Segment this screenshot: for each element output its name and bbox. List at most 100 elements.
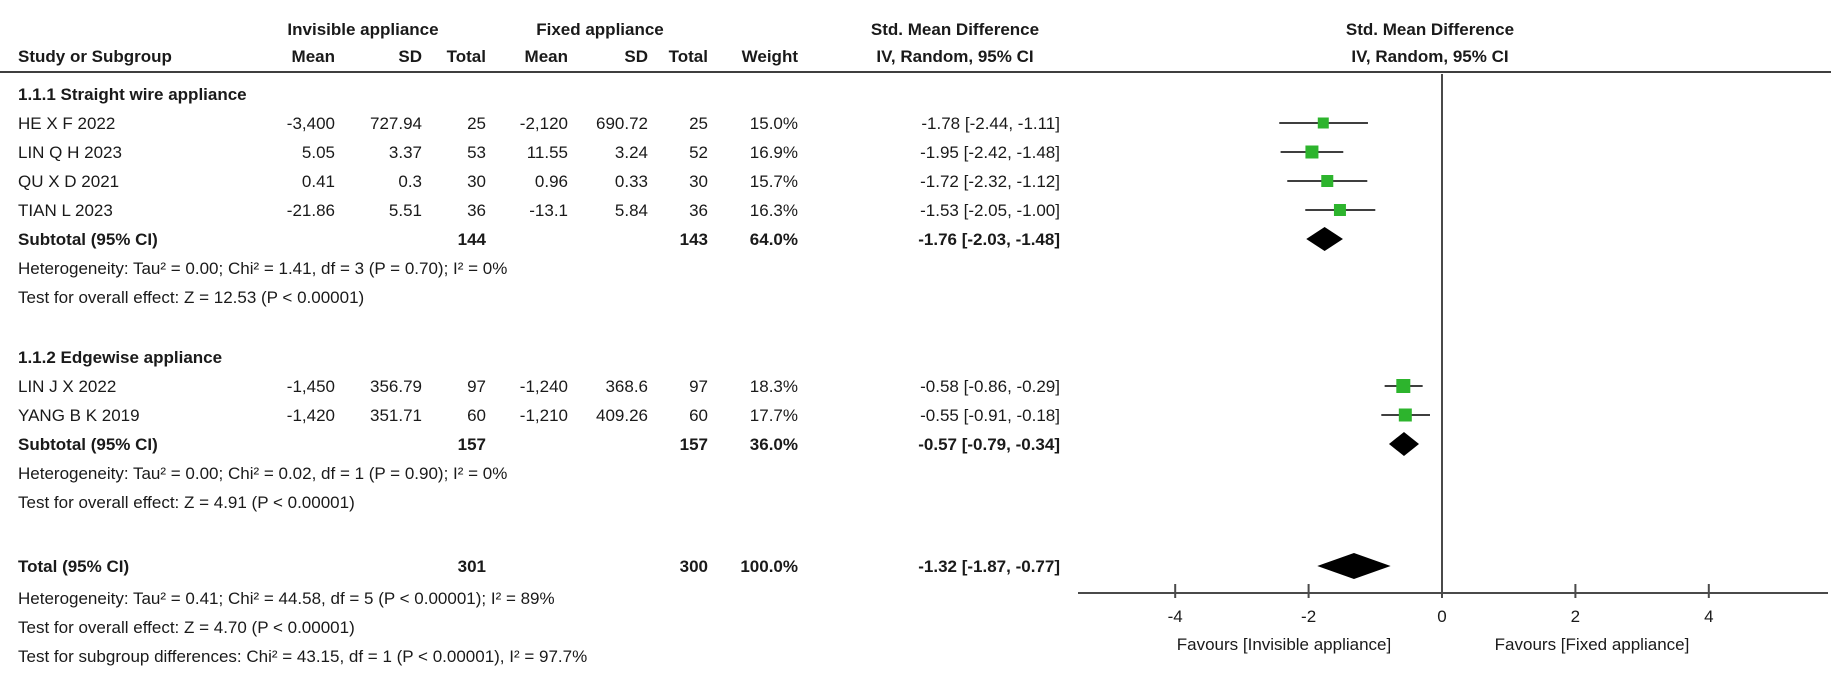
plot-title: Std. Mean Difference [1345, 20, 1515, 39]
table-row: Heterogeneity: Tau² = 0.00; Chi² = 0.02,… [0, 459, 1831, 488]
subtotal-ci_text: -1.76 [-2.03, -1.48] [918, 230, 1060, 249]
mean2-cell: -13.1 [529, 201, 568, 220]
study-name: HE X F 2022 [18, 114, 116, 133]
table-row: 1.1.1 Straight wire appliance [0, 80, 1831, 109]
total-ci_text: -1.32 [-1.87, -0.77] [918, 557, 1060, 576]
weight-cell: 15.0% [749, 114, 798, 133]
table-row: Subtotal (95% CI) 157 157 36.0% -0.57 [-0.79… [0, 430, 1831, 459]
sd1-cell: 0.3 [398, 172, 422, 191]
sd1-cell: 351.71 [370, 406, 422, 425]
total1-header: Total [446, 47, 486, 66]
subtotal-diamond [1306, 227, 1343, 251]
mean1-cell: -21.86 [286, 201, 335, 220]
total1-cell: 53 [467, 143, 486, 162]
total-weight: 100.0% [740, 557, 798, 576]
study-column-header: Study or Subgroup [18, 47, 172, 66]
sd1-cell: 356.79 [370, 377, 422, 396]
effect-square [1333, 204, 1346, 216]
sd2-cell: 690.72 [596, 114, 648, 133]
mean2-cell: 11.55 [526, 143, 568, 162]
mean1-header: Mean [291, 47, 335, 66]
total2-cell: 25 [689, 114, 708, 133]
total1-cell: 60 [467, 406, 486, 425]
effect-square [1317, 117, 1329, 129]
table-row: Total (95% CI) 301 300 100.0% -1.32 [-1.87, … [0, 552, 1831, 581]
table-row: LIN J X 2022 -1,450 356.79 97 -1,240 368.6 97 1… [0, 372, 1831, 401]
weight-cell: 15.7% [749, 172, 798, 191]
total-label: Total (95% CI) [18, 557, 130, 576]
tick-label: -2 [1301, 607, 1316, 626]
tick-label: 0 [1437, 607, 1446, 626]
sd2-cell: 3.24 [614, 143, 648, 162]
subtotal-total2: 157 [679, 435, 708, 454]
ci_text-cell: -1.95 [-2.42, -1.48] [920, 143, 1060, 162]
total-total1: 301 [457, 557, 486, 576]
heterogeneity-text: Heterogeneity: Tau² = 0.00; Chi² = 1.41,… [18, 259, 508, 278]
table-row: Test for overall effect: Z = 4.70 (P < 0… [0, 613, 1831, 642]
table-row: Test for overall effect: Z = 12.53 (P < … [0, 283, 1831, 312]
table-row: Heterogeneity: Tau² = 0.41; Chi² = 44.58… [0, 584, 1831, 613]
subtotal-ci_text: -0.57 [-0.79, -0.34] [918, 435, 1060, 454]
favours-left-label: Favours [Invisible appliance] [1177, 635, 1392, 654]
total1-cell: 36 [467, 201, 486, 220]
total2-cell: 36 [689, 201, 708, 220]
table-row: Heterogeneity: Tau² = 0.00; Chi² = 1.41,… [0, 254, 1831, 283]
sd1-cell: 5.51 [388, 201, 422, 220]
tick-label: -4 [1168, 607, 1183, 626]
tick-label: 2 [1571, 607, 1580, 626]
study-name: LIN J X 2022 [18, 377, 117, 396]
mean2-header: Mean [524, 47, 568, 66]
group2-header: Fixed appliance [536, 20, 664, 39]
sd1-cell: 3.37 [388, 143, 422, 162]
subtotal-weight: 36.0% [749, 435, 798, 454]
overall-effect-text: Test for overall effect: Z = 12.53 (P < … [18, 288, 365, 307]
footer-overall_effect: Test for overall effect: Z = 4.70 (P < 0… [18, 618, 355, 637]
study-name: TIAN L 2023 [18, 201, 113, 220]
table-row: QU X D 2021 0.41 0.3 30 0.96 0.33 30 15.7% -1.72… [0, 167, 1831, 196]
plot-subheader: IV, Random, 95% CI [1351, 47, 1509, 66]
group1-header: Invisible appliance [287, 20, 439, 39]
table-row: Subtotal (95% CI) 144 143 64.0% -1.76 [-2.03… [0, 225, 1831, 254]
subtotal-total1: 157 [457, 435, 486, 454]
mean2-cell: 0.96 [534, 172, 568, 191]
subgroup-title: 1.1.2 Edgewise appliance [18, 348, 223, 367]
study-name: LIN Q H 2023 [18, 143, 122, 162]
total2-cell: 97 [689, 377, 708, 396]
effect-column-subheader: IV, Random, 95% CI [876, 47, 1034, 66]
mean1-cell: -1,450 [286, 377, 335, 396]
sd1-cell: 727.94 [370, 114, 422, 133]
table-row: YANG B K 2019 -1,420 351.71 60 -1,210 409.26 6… [0, 401, 1831, 430]
total-diamond [1317, 553, 1391, 579]
tick-label: 4 [1704, 607, 1713, 626]
weight-cell: 16.9% [749, 143, 798, 162]
subgroup-title: 1.1.1 Straight wire appliance [18, 85, 247, 104]
ci_text-cell: -0.55 [-0.91, -0.18] [920, 406, 1060, 425]
overall-effect-text: Test for overall effect: Z = 4.91 (P < 0… [18, 493, 355, 512]
table-row: Test for subgroup differences: Chi² = 43… [0, 642, 1831, 671]
table-row: HE X F 2022 -3,400 727.94 25 -2,120 690.72 25 1… [0, 109, 1831, 138]
study-name: YANG B K 2019 [18, 406, 140, 425]
heterogeneity-text: Heterogeneity: Tau² = 0.00; Chi² = 0.02,… [18, 464, 508, 483]
total1-cell: 25 [467, 114, 486, 133]
total2-cell: 30 [689, 172, 708, 191]
subtotal-weight: 64.0% [749, 230, 798, 249]
total1-cell: 30 [467, 172, 486, 191]
sd2-header: SD [624, 47, 648, 66]
subtotal-label: Subtotal (95% CI) [18, 230, 158, 249]
header-underline [0, 71, 1831, 73]
weight-cell: 16.3% [749, 201, 798, 220]
effect-column-title: Std. Mean Difference [870, 20, 1040, 39]
weight-cell: 17.7% [749, 406, 798, 425]
subtotal-diamond [1388, 432, 1419, 456]
mean1-cell: -3,400 [286, 114, 335, 133]
mean1-cell: -1,420 [286, 406, 335, 425]
subtotal-label: Subtotal (95% CI) [18, 435, 158, 454]
ci_text-cell: -0.58 [-0.86, -0.29] [920, 377, 1060, 396]
study-name: QU X D 2021 [18, 172, 120, 191]
mean2-cell: -2,120 [519, 114, 568, 133]
footer-subgroup_diff: Test for subgroup differences: Chi² = 43… [18, 647, 588, 666]
total2-cell: 60 [689, 406, 708, 425]
subtotal-total1: 144 [457, 230, 486, 249]
